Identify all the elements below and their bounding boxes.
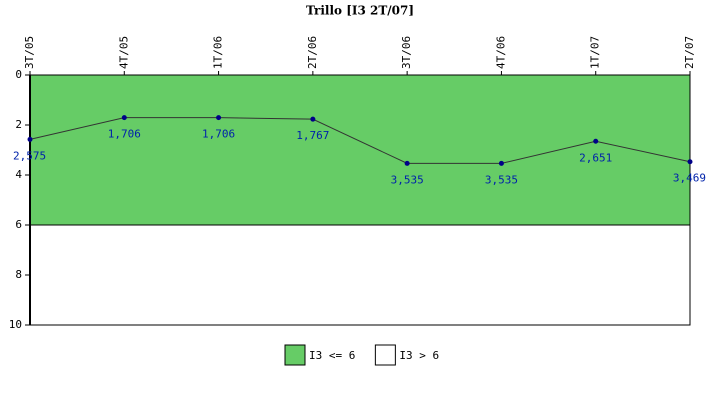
x-tick-label: 1T/06 xyxy=(212,36,225,69)
x-tick-label: 1T/07 xyxy=(589,36,602,69)
point xyxy=(310,116,316,122)
x-tick-label: 3T/05 xyxy=(23,36,36,69)
value-label: 3,535 xyxy=(485,173,518,186)
value-label: 2,575 xyxy=(13,149,46,162)
point xyxy=(687,159,693,165)
y-tick-label: 0 xyxy=(15,68,22,81)
x-tick-label: 3T/06 xyxy=(400,36,413,69)
band xyxy=(29,74,691,226)
x-tick-label: 2T/07 xyxy=(683,36,696,69)
value-label: 1,706 xyxy=(108,128,141,141)
point xyxy=(121,115,127,121)
chart-title: Trillo [I3 2T/07] xyxy=(306,4,414,18)
series-line xyxy=(29,117,691,164)
band xyxy=(29,224,691,326)
point xyxy=(593,138,599,144)
value-label: 3,469 xyxy=(673,172,706,185)
y-tick-label: 8 xyxy=(15,268,22,281)
point xyxy=(498,160,504,166)
x-tick-label: 4T/05 xyxy=(117,36,130,69)
y-tick-label: 10 xyxy=(9,318,22,331)
point xyxy=(216,115,222,121)
point xyxy=(27,136,33,142)
x-tick-label: 2T/06 xyxy=(306,36,319,69)
y-tick-label: 2 xyxy=(15,118,22,131)
legend-swatch xyxy=(374,344,396,366)
value-label: 1,767 xyxy=(296,129,329,142)
legend-label: I3 <= 6 xyxy=(309,349,355,362)
y-tick-label: 6 xyxy=(15,218,22,231)
legend-swatch xyxy=(284,344,306,366)
legend-label: I3 > 6 xyxy=(399,349,439,362)
y-tick-label: 4 xyxy=(15,168,22,181)
value-label: 1,706 xyxy=(202,128,235,141)
point xyxy=(404,160,410,166)
value-label: 2,651 xyxy=(579,151,612,164)
x-tick-label: 4T/06 xyxy=(494,36,507,69)
value-label: 3,535 xyxy=(391,173,424,186)
